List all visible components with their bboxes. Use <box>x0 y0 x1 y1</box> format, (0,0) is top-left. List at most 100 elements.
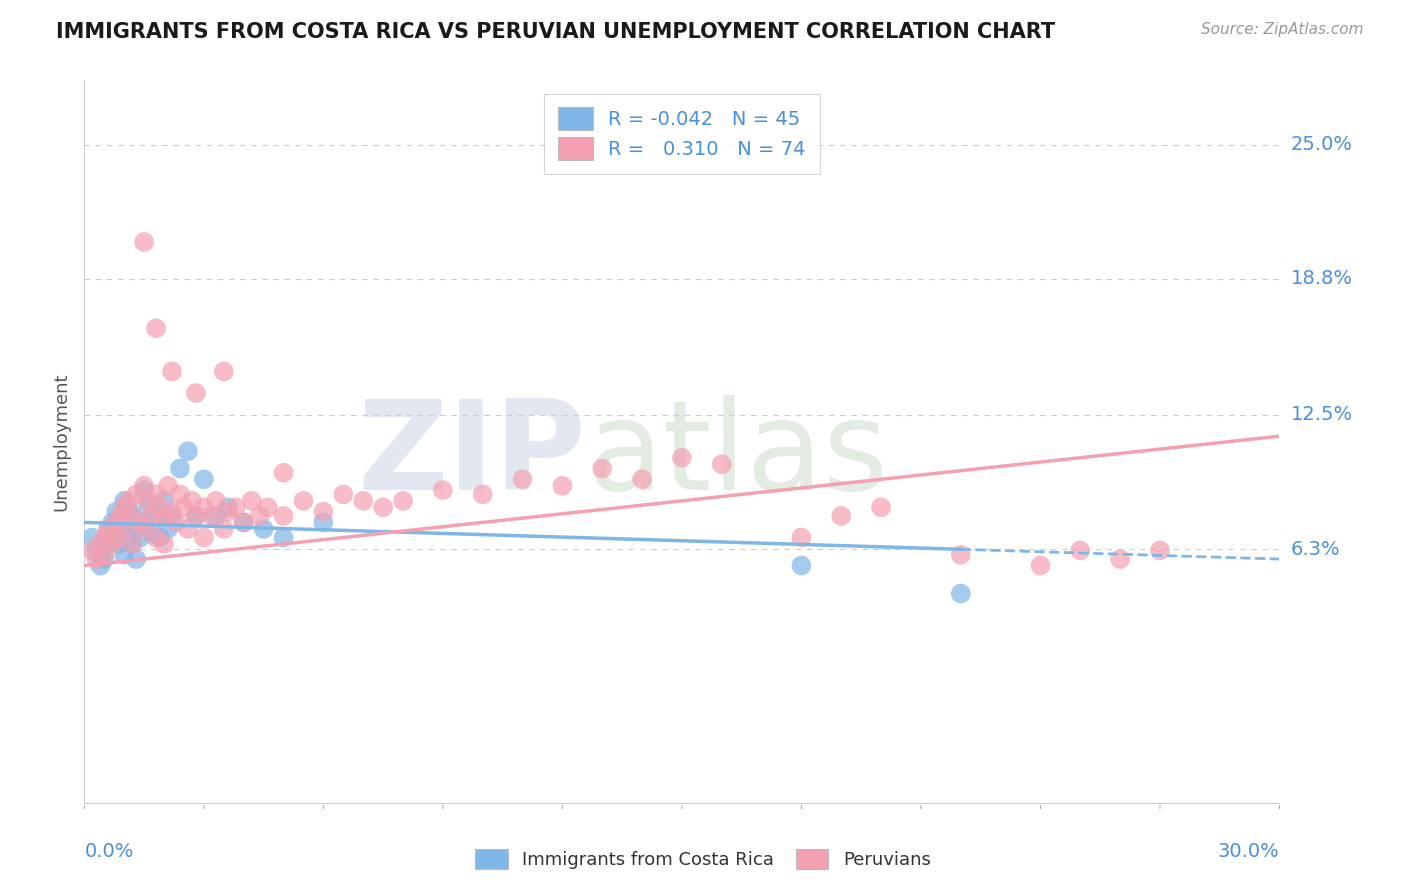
Point <box>97 537 120 551</box>
Point <box>253 522 276 536</box>
Point <box>165 516 187 530</box>
Point <box>160 508 183 523</box>
Point <box>82 543 104 558</box>
Point <box>184 386 207 401</box>
Point <box>177 444 200 458</box>
Point <box>217 500 239 515</box>
Point <box>790 531 813 545</box>
Point <box>949 586 972 600</box>
Point <box>129 516 152 530</box>
Text: ZIP: ZIP <box>357 395 586 516</box>
Point <box>212 522 235 536</box>
Text: 6.3%: 6.3% <box>1291 540 1340 559</box>
Point <box>121 537 143 551</box>
Point <box>177 522 200 536</box>
Point <box>112 548 135 562</box>
Point <box>136 500 159 515</box>
Point <box>89 548 111 562</box>
Point <box>373 500 395 515</box>
Text: IMMIGRANTS FROM COSTA RICA VS PERUVIAN UNEMPLOYMENT CORRELATION CHART: IMMIGRANTS FROM COSTA RICA VS PERUVIAN U… <box>56 22 1056 42</box>
Point <box>125 522 148 536</box>
Point <box>169 461 191 475</box>
Point <box>121 508 143 523</box>
Point <box>551 479 574 493</box>
Point <box>132 483 156 497</box>
Point <box>105 505 128 519</box>
Point <box>232 516 254 530</box>
Point <box>225 500 247 515</box>
Point <box>145 531 167 545</box>
Point <box>631 472 654 486</box>
Point <box>86 552 108 566</box>
Point <box>105 531 128 545</box>
Point <box>1029 558 1052 573</box>
Point <box>193 531 215 545</box>
Point <box>132 479 156 493</box>
Text: atlas: atlas <box>586 395 889 516</box>
Point <box>193 500 215 515</box>
Point <box>205 493 228 508</box>
Point <box>117 531 139 545</box>
Point <box>160 505 183 519</box>
Point <box>93 537 115 551</box>
Point <box>149 531 172 545</box>
Point <box>273 531 295 545</box>
Point <box>136 493 159 508</box>
Point <box>392 493 415 508</box>
Point <box>870 500 893 515</box>
Point <box>153 493 176 508</box>
Point <box>173 500 195 515</box>
Text: 12.5%: 12.5% <box>1291 405 1353 424</box>
Point <box>432 483 454 497</box>
Point <box>591 461 613 475</box>
Point <box>121 508 143 523</box>
Point <box>153 508 176 523</box>
Point <box>117 500 139 515</box>
Point <box>169 487 191 501</box>
Point <box>312 516 335 530</box>
Point <box>710 457 733 471</box>
Point <box>201 508 224 523</box>
Text: Source: ZipAtlas.com: Source: ZipAtlas.com <box>1201 22 1364 37</box>
Point <box>232 516 254 530</box>
Point <box>145 321 167 335</box>
Point <box>512 472 534 486</box>
Point <box>312 505 335 519</box>
Point <box>112 516 135 530</box>
Point <box>97 522 120 536</box>
Point <box>1109 552 1132 566</box>
Point <box>86 543 108 558</box>
Point <box>217 505 239 519</box>
Text: 30.0%: 30.0% <box>1218 842 1279 861</box>
Point <box>205 508 228 523</box>
Point <box>157 522 180 536</box>
Point <box>132 522 156 536</box>
Text: 0.0%: 0.0% <box>84 842 134 861</box>
Point <box>790 558 813 573</box>
Point <box>249 508 271 523</box>
Point <box>97 522 120 536</box>
Point <box>117 493 139 508</box>
Point <box>212 364 235 378</box>
Legend: R = -0.042   N = 45, R =   0.310   N = 74: R = -0.042 N = 45, R = 0.310 N = 74 <box>544 94 820 174</box>
Point <box>157 479 180 493</box>
Point <box>82 531 104 545</box>
Point <box>112 493 135 508</box>
Point <box>1149 543 1171 558</box>
Point <box>89 558 111 573</box>
Point <box>132 235 156 249</box>
Point <box>671 450 693 465</box>
Point <box>93 552 115 566</box>
Point <box>332 487 354 501</box>
Point <box>145 487 167 501</box>
Point <box>110 537 132 551</box>
Text: 25.0%: 25.0% <box>1291 136 1353 154</box>
Point <box>93 531 115 545</box>
Point <box>112 522 135 536</box>
Point <box>145 508 167 523</box>
Point <box>830 508 852 523</box>
Legend: Immigrants from Costa Rica, Peruvians: Immigrants from Costa Rica, Peruvians <box>467 839 939 879</box>
Point <box>132 516 156 530</box>
Point <box>273 466 295 480</box>
Point <box>110 508 132 523</box>
